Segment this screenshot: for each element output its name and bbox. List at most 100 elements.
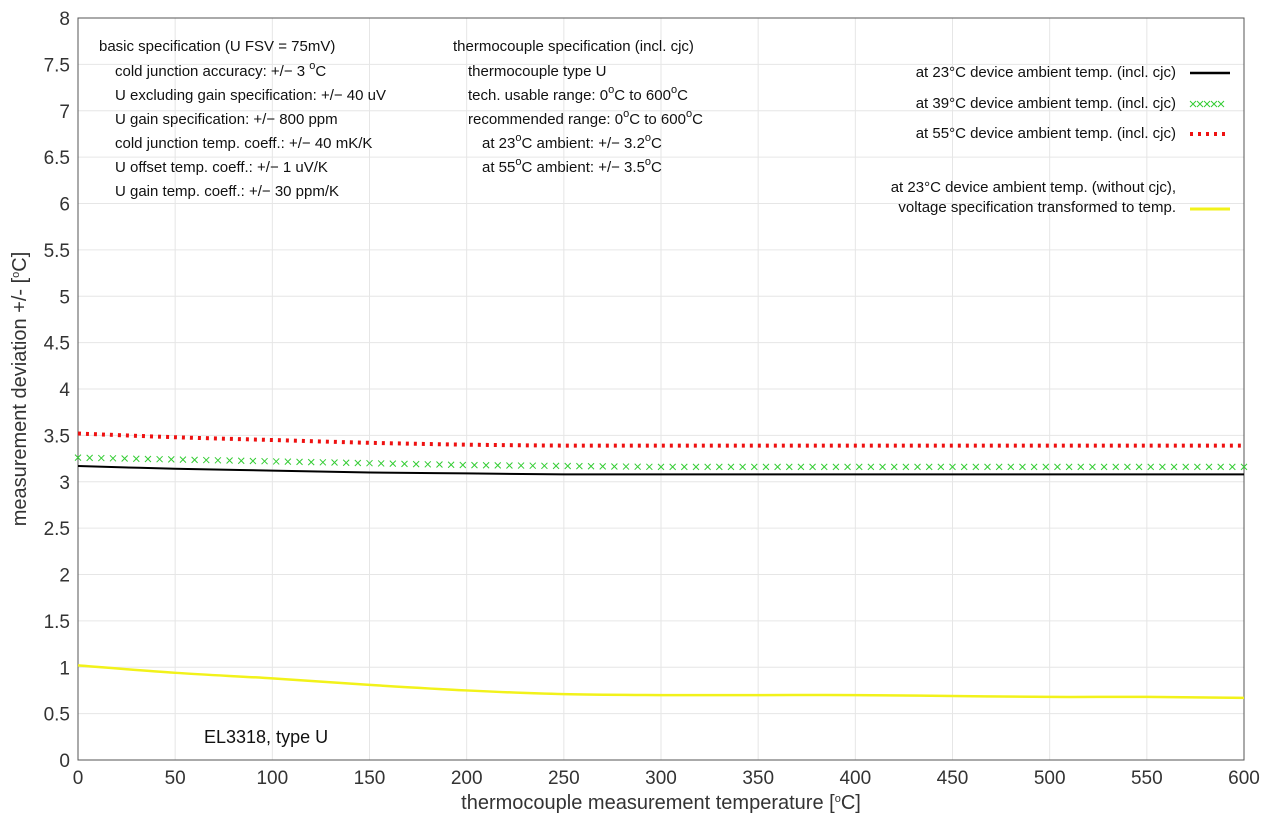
x-tick-label: 550 <box>1131 768 1163 789</box>
series-2-point <box>354 459 362 467</box>
series-2-point <box>809 463 816 471</box>
series-2-point <box>366 459 373 467</box>
series-2-point <box>972 463 980 471</box>
series-2-point <box>914 463 921 471</box>
y-tick-label: 7 <box>59 102 70 123</box>
series-2-point <box>937 463 945 471</box>
series-2-point <box>739 463 746 471</box>
series-2-point <box>1030 463 1038 471</box>
basic-spec-line: U offset temp. coeff.: +/− 1 uV/K <box>115 159 328 176</box>
x-tick-label: 300 <box>645 768 677 789</box>
series-2-point <box>237 457 245 465</box>
series-2-point <box>202 456 210 464</box>
series-2-point <box>261 457 268 465</box>
y-tick-label: 0 <box>59 751 70 772</box>
series-2-point <box>471 461 478 469</box>
y-tick-label: 0.5 <box>44 705 70 726</box>
series-2-point <box>494 461 502 469</box>
legend-item-1: at 23°C device ambient temp. (incl. cjc) <box>916 64 1230 81</box>
series-2-point <box>680 463 688 471</box>
series-2-point <box>342 459 350 467</box>
legend-item-3: at 55°C device ambient temp. (incl. cjc) <box>916 125 1230 142</box>
x-tick-label: 100 <box>256 768 288 789</box>
y-tick-label: 2 <box>59 566 70 587</box>
series-2-point <box>622 463 630 470</box>
basic-spec-line: U excluding gain specification: +/− 40 u… <box>115 87 386 104</box>
series-2-point <box>1228 463 1236 471</box>
legend: at 23°C device ambient temp. (incl. cjc)… <box>891 64 1230 216</box>
series-2-point <box>319 458 327 466</box>
series-2-point <box>797 463 805 471</box>
x-tick-label: 150 <box>354 768 386 789</box>
series-3-line <box>77 431 1244 448</box>
x-tick-label: 200 <box>451 768 483 789</box>
series-2-point <box>576 462 583 470</box>
series-2-point <box>1077 463 1085 471</box>
legend-item-2: at 39°C device ambient temp. (incl. cjc) <box>916 95 1225 112</box>
series-2-point <box>1042 463 1050 471</box>
series-2-point <box>902 463 910 471</box>
y-tick-label: 4 <box>59 380 70 401</box>
tc-ambient-line: at 55oC ambient: +/− 3.5oC <box>482 156 662 176</box>
x-tick-label: 500 <box>1034 768 1066 789</box>
series-2-point <box>1182 463 1190 471</box>
series-2-point <box>482 461 490 469</box>
x-tick-label: 350 <box>742 768 774 789</box>
series-2-point <box>447 461 455 469</box>
series-2-point <box>564 462 572 470</box>
series-2-point <box>1100 463 1108 471</box>
x-tick-label: 250 <box>548 768 580 789</box>
series-2-point <box>634 463 642 471</box>
series-2-point <box>1124 463 1131 471</box>
y-tick-label: 3.5 <box>44 426 70 447</box>
series-2-point <box>412 460 420 468</box>
series-2-point <box>879 463 886 471</box>
series-2-point <box>715 463 723 471</box>
series-2-point <box>331 459 338 466</box>
tc-spec-title: thermocouple specification (incl. cjc) <box>453 38 694 55</box>
basic-spec-line: U gain temp. coeff.: +/− 30 ppm/K <box>115 183 339 200</box>
series-2-point <box>599 462 607 470</box>
series-2-point <box>121 455 128 462</box>
x-tick-label: 50 <box>165 768 186 789</box>
series-2-point <box>1194 463 1201 471</box>
series-2-point <box>1217 463 1225 471</box>
series-2-point <box>762 463 770 471</box>
series-2-point <box>191 456 198 464</box>
tc-spec-line: thermocouple type U <box>468 63 606 80</box>
series-2-point <box>97 454 105 462</box>
y-tick-label: 7.5 <box>44 55 70 76</box>
series-2-point <box>86 454 94 462</box>
series-2-point <box>284 458 292 465</box>
tc-spec-line: tech. usable range: 0oC to 600oC <box>468 84 688 104</box>
device-label: EL3318, type U <box>204 727 328 747</box>
series-2-point <box>214 456 222 464</box>
x-axis: 0 50 100 150 200 250 300 350 400 450 500 550 600 <box>73 768 1260 789</box>
series-1-line <box>77 464 1244 476</box>
series-2-point <box>1240 463 1248 471</box>
series-2-point <box>984 463 991 471</box>
series-2-point <box>249 457 257 465</box>
series-2-point <box>1147 463 1155 471</box>
series-2-point <box>669 463 677 471</box>
y-tick-label: 5.5 <box>44 241 70 262</box>
series-2-point <box>109 454 117 462</box>
series-2-point <box>132 455 140 463</box>
series-2-point <box>587 462 595 470</box>
basic-spec-line: U gain specification: +/− 800 ppm <box>115 111 338 128</box>
basic-spec-title: basic specification (U FSV = 75mV) <box>99 38 335 55</box>
series-2-point <box>785 463 793 471</box>
series-2-point <box>995 463 1003 471</box>
legend-label: at 23°C device ambient temp. (incl. cjc) <box>916 64 1176 81</box>
x-tick-label: 600 <box>1228 768 1260 789</box>
series-2-point <box>832 463 840 471</box>
legend-label: at 23°C device ambient temp. (without cj… <box>891 179 1176 196</box>
series-2-point <box>611 463 618 470</box>
legend-swatch <box>1217 100 1225 108</box>
x-tick-label: 450 <box>937 768 969 789</box>
legend-label: voltage specification transformed to tem… <box>898 199 1176 216</box>
y-tick-label: 2.5 <box>44 519 70 540</box>
series-2-point <box>855 463 863 471</box>
series-layer <box>74 431 1248 700</box>
